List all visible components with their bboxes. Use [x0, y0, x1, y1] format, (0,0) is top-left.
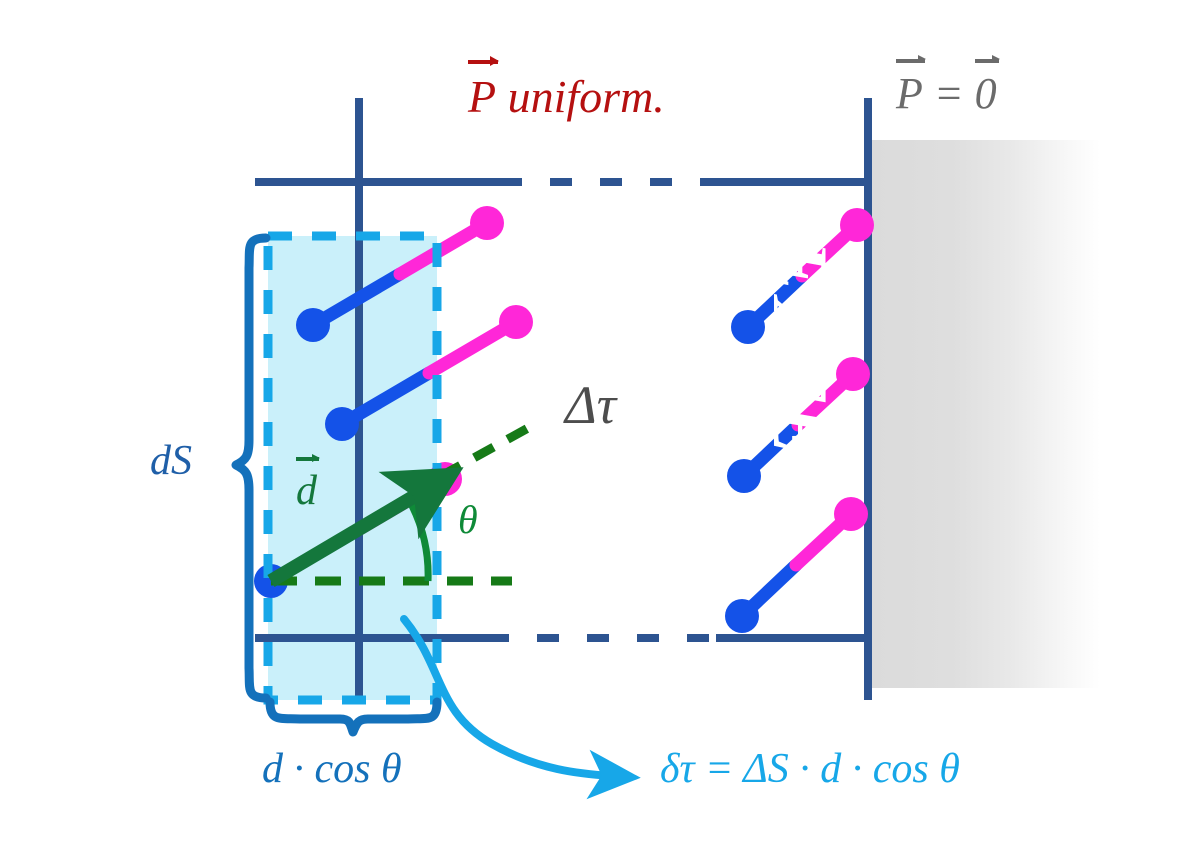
p-vector-symbol: P — [468, 55, 500, 122]
label-delta-tau: Δτ — [565, 375, 617, 435]
vector-arrow-icon — [974, 54, 1000, 63]
p-vector-letter: P — [468, 71, 497, 122]
label-formula: δτ = ΔS · d · cos θ — [660, 746, 960, 792]
label-exterior: EXTER. — [757, 240, 844, 540]
uniform-text: uniform. — [496, 71, 665, 122]
equals-sign: = — [922, 69, 975, 118]
dipole — [727, 357, 870, 493]
label-d-vector: d — [296, 453, 320, 514]
callout-arrow — [400, 615, 641, 800]
d-vector-letter: d — [296, 468, 317, 514]
zero-vector-letter: 0 — [974, 69, 997, 118]
label-p-uniform: P uniform. — [468, 55, 665, 122]
d-vector-arrow — [267, 467, 464, 588]
label-p-equals-zero: P = 0 — [896, 54, 1000, 118]
p-vector-letter-right: P — [896, 69, 923, 118]
label-d-cos-theta: d · cos θ — [262, 746, 402, 792]
dcos-brace — [265, 697, 442, 737]
vector-arrow-icon — [296, 453, 320, 462]
theta-ray-dashed — [438, 423, 533, 480]
label-dS: dS — [150, 438, 192, 484]
ds-brace — [231, 233, 271, 703]
dipole — [296, 206, 504, 342]
dipole — [731, 208, 874, 344]
zero-vector-symbol: 0 — [974, 54, 1000, 118]
vector-arrow-icon — [896, 54, 926, 63]
p-vector-symbol-right: P — [896, 54, 926, 118]
exterior-band — [872, 140, 1100, 688]
dipole — [325, 305, 533, 441]
vector-arrow-icon — [468, 55, 500, 67]
d-vector-symbol: d — [296, 453, 320, 514]
dipole — [725, 497, 868, 633]
label-theta: θ — [458, 497, 478, 542]
dipole-group-right — [725, 208, 874, 633]
